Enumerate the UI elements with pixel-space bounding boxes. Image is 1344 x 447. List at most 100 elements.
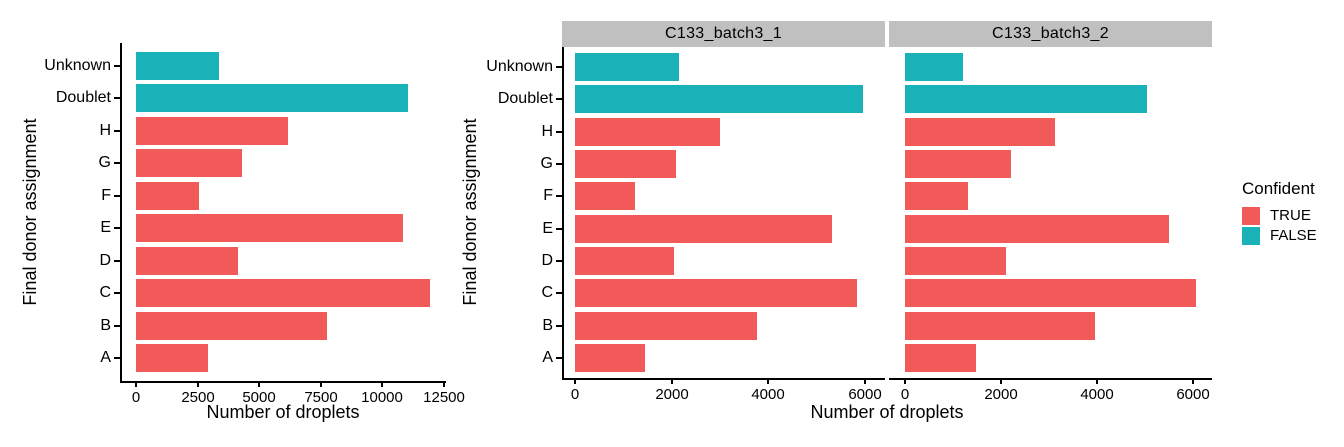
x-tick-7500 [320, 381, 322, 387]
legend-rows: TRUE FALSE [1242, 207, 1317, 245]
x-tick-12500 [443, 381, 445, 387]
bar-C133_batch3_2-Doublet [905, 85, 1147, 113]
y-label-C: C [99, 284, 111, 301]
y-tick-D [114, 260, 120, 262]
bar-combined-F [136, 182, 199, 210]
bar-combined-E [136, 214, 403, 242]
y-tick-G [556, 163, 562, 165]
y-label-Unknown: Unknown [44, 57, 111, 74]
bar-C133_batch3_2-F [905, 182, 968, 210]
bar-C133_batch3_2-C [905, 279, 1196, 307]
y-tick-F [556, 195, 562, 197]
x-axis-line [889, 378, 1212, 380]
y-tick-E [114, 227, 120, 229]
x-tick-label-4000: 4000 [751, 386, 785, 403]
y-tick-E [556, 228, 562, 230]
x-tick-label-6000: 6000 [848, 386, 882, 403]
x-axis-line [120, 381, 446, 383]
bar-C133_batch3_1-Doublet [575, 85, 863, 113]
x-tick-label-0: 0 [131, 389, 141, 406]
panel-combined: Unknown Doublet H G F E D C B A 0 2500 5000 7500 10000… [44, 43, 465, 406]
y-tick-H [556, 131, 562, 133]
y-tick-A [556, 357, 562, 359]
x-tick-0 [904, 378, 906, 384]
y-label-B: B [542, 317, 553, 334]
y-label-A: A [100, 349, 111, 366]
y-tick-G [114, 162, 120, 164]
bar-combined-H [136, 117, 288, 145]
y-label-F: F [543, 187, 553, 204]
y-label-D: D [541, 252, 553, 269]
y-label-Unknown: Unknown [486, 58, 553, 75]
x-tick-4000 [767, 378, 769, 384]
y-axis-title-combined: Final donor assignment [20, 118, 40, 306]
x-axis-title-facets: Number of droplets [810, 402, 964, 422]
bar-C133_batch3_2-Unknown [905, 53, 963, 81]
y-axis-line [120, 43, 122, 381]
legend-swatch-false [1242, 227, 1260, 245]
x-tick-label-0: 0 [900, 386, 910, 403]
bar-C133_batch3_2-A [905, 344, 976, 372]
y-tick-C [556, 292, 562, 294]
x-tick-label-5000: 5000 [242, 389, 276, 406]
x-tick-label-0: 0 [570, 386, 580, 403]
x-tick-5000 [258, 381, 260, 387]
bar-C133_batch3_1-E [575, 215, 832, 243]
bar-C133_batch3_1-D [575, 247, 674, 275]
panel-C133_batch3_1: Unknown Doublet H G F E D C B A 0 2000 4000 6000 [486, 47, 885, 403]
legend-label-false: FALSE [1270, 227, 1317, 244]
x-tick-label-2000: 2000 [984, 386, 1018, 403]
y-axis-line [562, 47, 564, 378]
facet-strip-2: C133_batch3_2 [889, 21, 1212, 47]
y-label-G: G [540, 155, 553, 172]
x-tick-label-2500: 2500 [181, 389, 215, 406]
y-tick-Doublet [114, 97, 120, 99]
bar-C133_batch3_2-D [905, 247, 1006, 275]
y-label-E: E [100, 219, 111, 236]
bar-C133_batch3_2-H [905, 118, 1055, 146]
legend-title: Confident [1242, 179, 1315, 198]
x-axis-line [562, 378, 885, 380]
x-tick-2500 [197, 381, 199, 387]
y-tick-C [114, 292, 120, 294]
y-tick-B [556, 325, 562, 327]
x-tick-label-2000: 2000 [655, 386, 689, 403]
bar-combined-B [136, 312, 327, 340]
y-tick-D [556, 260, 562, 262]
x-tick-2000 [1000, 378, 1002, 384]
x-tick-label-10000: 10000 [361, 389, 403, 406]
y-label-A: A [542, 349, 553, 366]
x-tick-4000 [1096, 378, 1098, 384]
y-tick-Doublet [556, 98, 562, 100]
x-tick-label-12500: 12500 [423, 389, 465, 406]
y-tick-Unknown [556, 66, 562, 68]
bar-combined-A [136, 344, 208, 372]
bar-C133_batch3_2-G [905, 150, 1011, 178]
legend-row-false: FALSE [1242, 227, 1317, 245]
x-tick-label-7500: 7500 [304, 389, 338, 406]
legend-label-true: TRUE [1270, 207, 1311, 224]
y-label-Doublet: Doublet [55, 89, 111, 106]
x-tick-2000 [671, 378, 673, 384]
y-label-E: E [542, 220, 553, 237]
y-label-C: C [541, 284, 553, 301]
x-tick-label-4000: 4000 [1080, 386, 1114, 403]
x-tick-6000 [864, 378, 866, 384]
bar-combined-Unknown [136, 52, 219, 80]
bar-combined-Doublet [136, 84, 408, 112]
x-tick-10000 [381, 381, 383, 387]
bar-combined-C [136, 279, 430, 307]
x-tick-0 [135, 381, 137, 387]
y-label-H: H [541, 123, 553, 140]
bar-C133_batch3_1-Unknown [575, 53, 679, 81]
bar-C133_batch3_1-C [575, 279, 857, 307]
y-tick-A [114, 357, 120, 359]
bar-combined-G [136, 149, 242, 177]
y-tick-B [114, 325, 120, 327]
bar-C133_batch3_1-B [575, 312, 757, 340]
x-tick-6000 [1192, 378, 1194, 384]
y-label-D: D [99, 252, 111, 269]
y-label-B: B [100, 317, 111, 334]
bar-combined-D [136, 247, 238, 275]
